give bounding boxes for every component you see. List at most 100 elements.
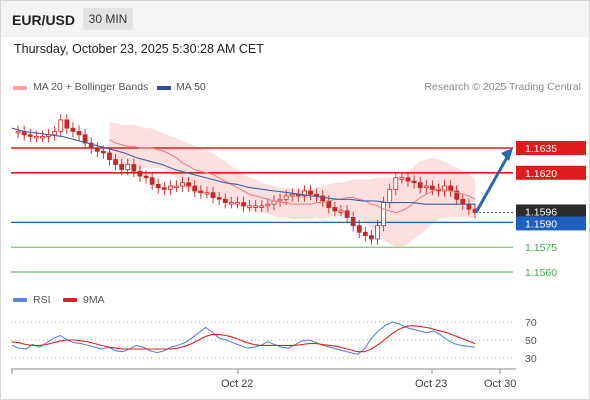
candle-body [289, 193, 295, 197]
source-attribution: Research © 2025 Trading Central [424, 81, 581, 93]
candle-body [320, 195, 326, 202]
ma50-legend-swatch [157, 86, 171, 90]
candle-body [466, 203, 472, 210]
candle-body [149, 177, 155, 185]
candle-body [180, 182, 185, 187]
candle-body [161, 187, 167, 190]
candle-body [460, 198, 466, 205]
ma50-line [11, 127, 475, 205]
candle-body [125, 164, 131, 170]
timeframe-button[interactable]: 30 MIN [83, 8, 133, 30]
candle-body [131, 164, 137, 172]
support-level-label: 1.1575 [525, 242, 557, 254]
resistance-label-box [516, 165, 586, 180]
candle-body [375, 225, 380, 240]
candle-body [362, 231, 368, 237]
candle-body [235, 202, 240, 205]
candle-body [393, 177, 399, 190]
candle-body [64, 119, 70, 129]
candle-body [94, 147, 100, 152]
candle-body [308, 190, 313, 195]
candle-body [283, 195, 289, 200]
x-tick-label: Oct 30 [484, 378, 516, 390]
candle-body [204, 192, 210, 195]
last-level-label: 1.1596 [525, 206, 557, 218]
candle-body [302, 190, 307, 197]
support-level-label: 1.1560 [525, 267, 557, 279]
candle-body [369, 235, 374, 240]
ma50-legend-label: MA 50 [176, 81, 206, 93]
candle-body [326, 200, 332, 208]
candle-body [429, 185, 435, 190]
resistance-level-label: 1.1635 [525, 143, 557, 155]
chart-datetime: Thursday, October 23, 2025 5:30:28 AM CE… [14, 42, 264, 56]
candle-body [222, 198, 228, 203]
candle-body [314, 193, 320, 197]
candle-body [100, 150, 106, 154]
candle-body [155, 183, 161, 189]
rsi-tick-label: 30 [525, 353, 537, 365]
candle-body [417, 182, 423, 189]
projection-arrow-shaft [474, 153, 511, 214]
rsi-ma-line [11, 325, 476, 353]
candle-body [15, 131, 21, 134]
candle-body [356, 225, 362, 233]
x-tick-label: Oct 22 [221, 378, 253, 390]
chart-header: EUR/USD 30 MIN [1, 1, 589, 37]
candle-body [174, 185, 179, 188]
pivot-level-label: 1.1590 [525, 218, 557, 230]
candle-body [70, 127, 76, 132]
candle-body [350, 217, 356, 227]
ma9-legend-label: 9MA [83, 294, 105, 306]
candle-body [442, 185, 447, 192]
candle-body [52, 131, 58, 136]
candle-body [113, 159, 118, 165]
candle-body [40, 136, 45, 139]
candle-body [381, 202, 387, 227]
candle-body [387, 188, 393, 203]
symbol-label: EUR/USD [12, 12, 76, 28]
candle-body [405, 177, 411, 182]
candle-body [338, 210, 344, 213]
candle-body [119, 164, 125, 170]
candle-body [399, 177, 405, 180]
candle-body [167, 185, 173, 190]
candle-body [137, 170, 143, 177]
resistance-label-box [516, 141, 586, 155]
candle-body [192, 185, 198, 192]
candle-body [76, 131, 82, 136]
candle-body [27, 134, 33, 137]
candle-body [423, 185, 429, 189]
candle-body [88, 142, 94, 149]
candle-body [216, 197, 222, 200]
candle-body [247, 205, 252, 208]
candle-body [143, 175, 149, 179]
candle-body [210, 192, 216, 198]
candle-body [344, 210, 350, 218]
rsi-legend-swatch [13, 298, 27, 302]
ma20-legend-swatch [13, 86, 27, 90]
candle-body [411, 180, 417, 184]
rsi-tick-label: 50 [525, 335, 537, 347]
candle-body [107, 152, 112, 160]
pivot-label-box [516, 216, 586, 231]
rsi-tick-label: 70 [525, 317, 537, 329]
candle-body [228, 202, 234, 205]
candle-body [332, 207, 338, 212]
candle-body [277, 198, 283, 202]
resistance-level-label: 1.1620 [525, 168, 557, 180]
candle-body [241, 202, 246, 207]
rsi-line [11, 321, 476, 356]
ma9-legend-swatch [63, 298, 77, 302]
x-tick-label: Oct 23 [415, 378, 447, 390]
candle-body [253, 205, 259, 208]
candle-body [198, 190, 204, 194]
candle-body [454, 190, 460, 200]
candle-body [33, 136, 39, 139]
rsi-legend-label: RSI [33, 294, 51, 306]
candle-body [186, 182, 192, 187]
projection-arrow-head [501, 148, 513, 161]
last-label-box [516, 204, 586, 219]
